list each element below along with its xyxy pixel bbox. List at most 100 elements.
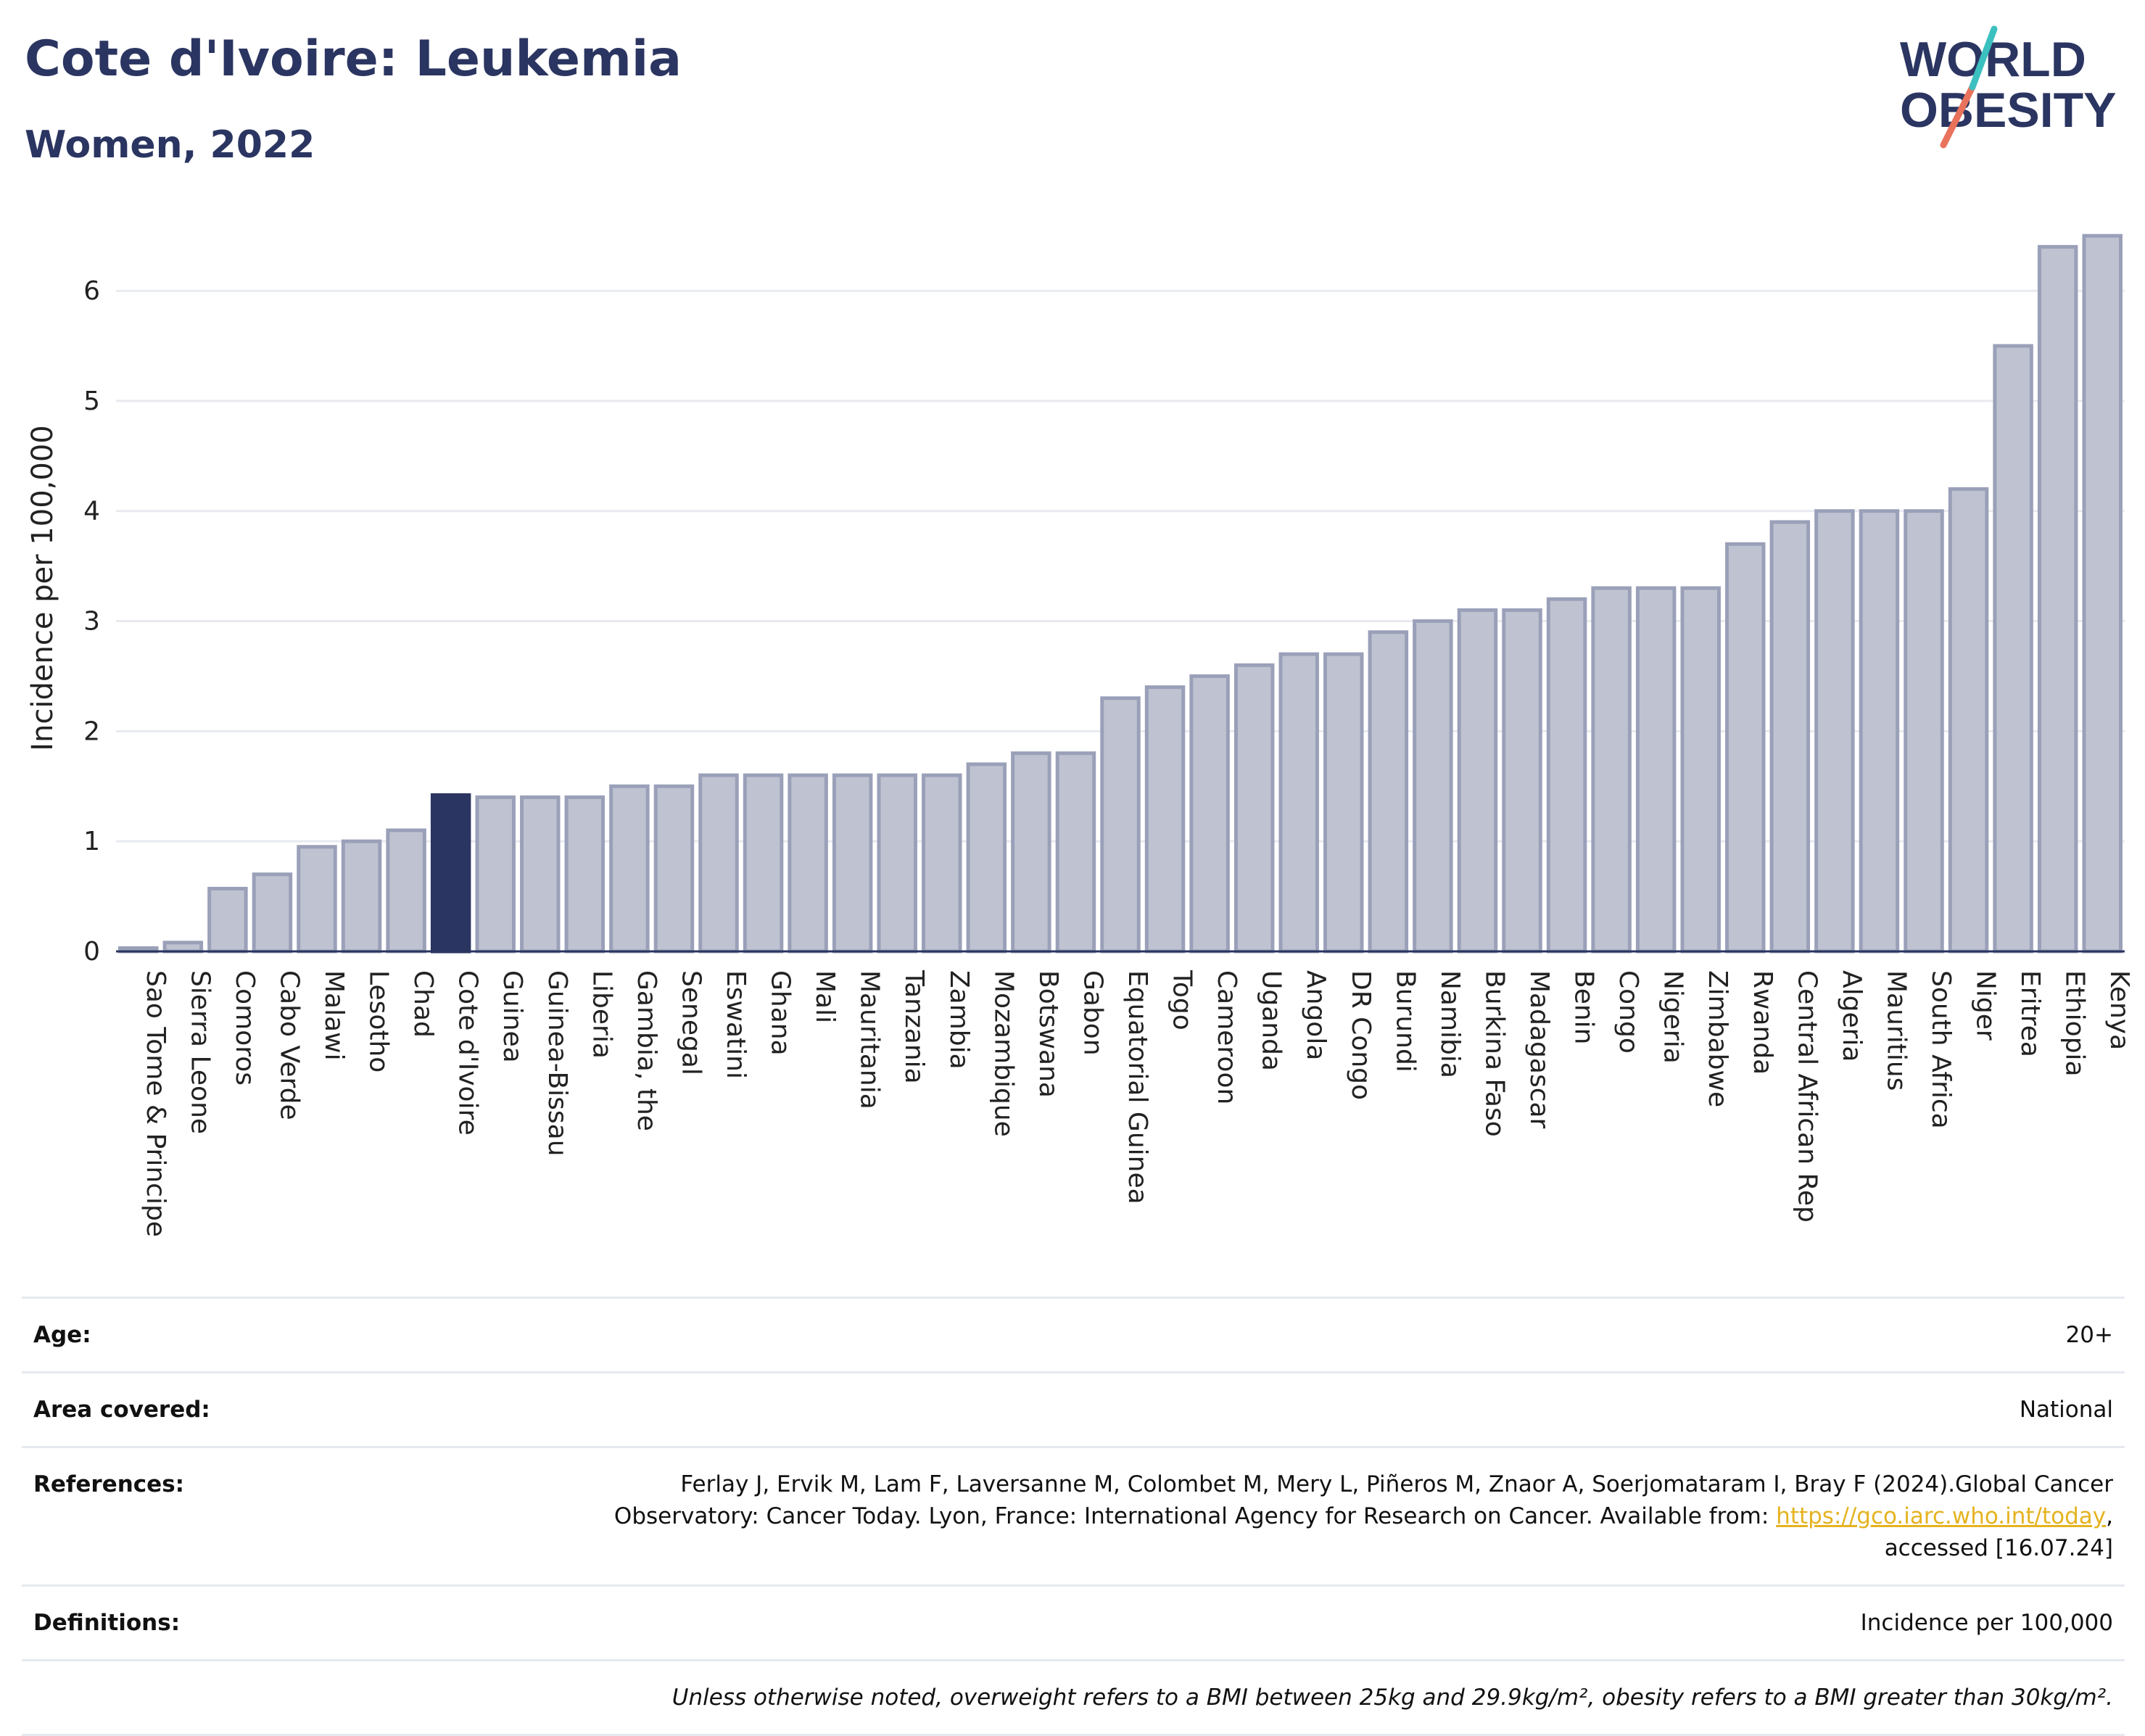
- world-obesity-logo: WORLD OBESITY: [1900, 25, 2117, 149]
- bar: [252, 872, 293, 954]
- logo-slash-teal: [1969, 25, 1998, 91]
- bar: [430, 793, 471, 954]
- info-row-age: Age: 20+: [22, 1297, 2125, 1371]
- y-tick-label: 5: [83, 387, 100, 416]
- area-value: National: [2019, 1397, 2113, 1423]
- bar: [297, 845, 337, 954]
- bar: [1502, 608, 1542, 954]
- x-tick-label: Equatorial Guinea: [1123, 970, 1152, 1204]
- y-tick-label: 2: [83, 716, 100, 746]
- bar: [966, 762, 1007, 954]
- bar: [1457, 608, 1498, 954]
- x-tick-label: Madagascar: [1524, 970, 1554, 1129]
- bar: [564, 795, 606, 954]
- x-tick-label: Uganda: [1257, 970, 1286, 1071]
- x-tick-label: Rwanda: [1748, 970, 1777, 1075]
- x-tick-label: South Africa: [1926, 970, 1956, 1129]
- info-table: Age: 20+ Area covered: National Referenc…: [22, 1297, 2125, 1736]
- bar: [2082, 233, 2123, 954]
- x-tick-label: Eritrea: [2015, 970, 2045, 1057]
- bar: [1323, 652, 1364, 954]
- x-tick-label: Benin: [1569, 970, 1599, 1044]
- bar-chart: 0 1 2 3 4 5 6 Incidence per 100,000 Sao Tome & P…: [26, 233, 2134, 1237]
- bar: [1993, 344, 2033, 954]
- bar: [475, 795, 516, 954]
- x-tick-label: Botswana: [1033, 970, 1063, 1098]
- info-row-area: Area covered: National: [22, 1371, 2125, 1446]
- bar: [207, 886, 248, 954]
- bar: [1011, 751, 1051, 954]
- x-tick-label: Burkina Faso: [1479, 970, 1509, 1137]
- references-accessed: , accessed [16.07.24]: [1884, 1503, 2113, 1561]
- x-tick-label: Niger: [1971, 970, 2001, 1041]
- x-tick-label: Guinea: [497, 970, 527, 1063]
- x-tick-label: Kenya: [2104, 970, 2134, 1050]
- x-tick-label: Mali: [810, 970, 840, 1023]
- x-tick-label: Cote d'Ivoire: [453, 970, 483, 1136]
- bar: [1055, 751, 1096, 954]
- x-tick-label: Togo: [1167, 970, 1197, 1030]
- bar: [1189, 674, 1230, 954]
- bar: [1233, 663, 1275, 954]
- references-value: Ferlay J, Ervik M, Lam F, Laversanne M, …: [541, 1468, 2113, 1564]
- x-tick-label: Mauritius: [1881, 970, 1911, 1091]
- x-tick-label: Comoros: [230, 970, 260, 1086]
- bar: [386, 828, 426, 954]
- chart-title: Cote d'Ivoire: Leukemia: [25, 30, 682, 88]
- y-tick-label: 3: [83, 607, 100, 637]
- bar: [1278, 652, 1319, 954]
- x-tick-label: Burundi: [1390, 970, 1420, 1072]
- bar: [162, 941, 204, 954]
- x-tick-label: Zambia: [944, 970, 974, 1070]
- bar: [1368, 630, 1409, 954]
- logo-slash-red: [1940, 83, 1976, 149]
- bar: [1100, 696, 1141, 954]
- bar: [743, 773, 784, 954]
- y-tick-label: 0: [83, 937, 100, 967]
- y-tick-label: 6: [83, 276, 100, 306]
- x-tick-label: Cabo Verde: [274, 970, 304, 1120]
- bar: [832, 773, 873, 954]
- x-tick-label: Cameroon: [1212, 970, 1241, 1104]
- age-value: 20+: [2065, 1322, 2113, 1348]
- y-tick-label: 4: [83, 497, 100, 526]
- x-tick-label: Guinea-Bissau: [542, 970, 572, 1157]
- bar: [1948, 487, 1989, 954]
- x-tick-label: Zimbabwe: [1703, 970, 1732, 1107]
- x-tick-label: DR Congo: [1346, 970, 1376, 1100]
- x-tick-label: Angola: [1301, 970, 1331, 1060]
- bar: [1904, 509, 1944, 954]
- info-row-definitions: Definitions: Incidence per 100,000: [22, 1584, 2125, 1659]
- bar: [1635, 586, 1677, 954]
- y-tick-label: 1: [83, 827, 100, 856]
- x-tick-label: Malawi: [319, 970, 349, 1061]
- x-tick-label: Chad: [408, 970, 438, 1038]
- references-link[interactable]: https://gco.iarc.who.int/today: [1776, 1503, 2107, 1529]
- bar: [1769, 520, 1811, 954]
- x-tick-label: Senegal: [676, 970, 706, 1075]
- x-tick-label: Ghana: [766, 970, 795, 1056]
- bar: [1725, 542, 1766, 954]
- bar: [922, 773, 962, 954]
- x-tick-label: Nigeria: [1658, 970, 1688, 1064]
- x-tick-label: Algeria: [1837, 970, 1867, 1062]
- x-tick-label: Tanzania: [899, 970, 929, 1084]
- y-axis-label: Incidence per 100,000: [26, 425, 59, 751]
- x-tick-label: Liberia: [587, 970, 616, 1059]
- x-tick-label: Ethiopia: [2060, 970, 2090, 1077]
- references-text: Ferlay J, Ervik M, Lam F, Laversanne M, …: [613, 1471, 2113, 1529]
- bmi-note: Unless otherwise noted, overweight refer…: [671, 1685, 2113, 1711]
- bar: [1546, 597, 1587, 954]
- bar: [1591, 586, 1632, 954]
- bar: [1144, 685, 1186, 954]
- bar: [1814, 509, 1855, 954]
- x-tick-label: Lesotho: [364, 970, 394, 1072]
- bar: [1859, 509, 1900, 954]
- chart-subtitle: Women, 2022: [25, 123, 315, 167]
- age-label: Age:: [33, 1322, 91, 1348]
- bar: [877, 773, 917, 954]
- bar: [698, 773, 739, 954]
- x-tick-label: Eswatini: [721, 970, 751, 1079]
- x-tick-label: Namibia: [1435, 970, 1465, 1078]
- x-tick-label: Mozambique: [988, 970, 1018, 1137]
